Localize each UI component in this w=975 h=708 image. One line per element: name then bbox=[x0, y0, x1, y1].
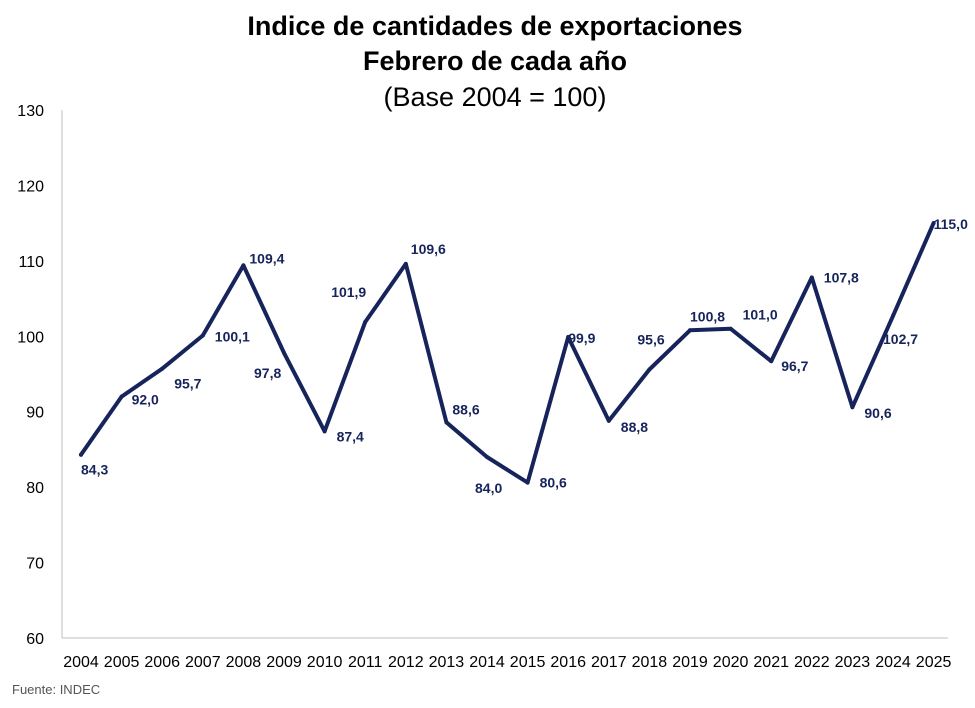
data-point bbox=[200, 333, 205, 338]
data-label: 84,3 bbox=[81, 462, 108, 478]
x-tick-label: 2008 bbox=[226, 654, 262, 671]
data-point bbox=[79, 452, 83, 457]
data-label: 101,0 bbox=[743, 307, 778, 323]
data-label: 101,9 bbox=[331, 284, 366, 300]
y-tick-label: 110 bbox=[18, 254, 44, 271]
data-label: 100,1 bbox=[215, 329, 250, 345]
x-tick-label: 2024 bbox=[875, 654, 911, 671]
data-point bbox=[282, 350, 286, 355]
data-point bbox=[566, 335, 571, 340]
x-tick-label: 2005 bbox=[104, 654, 140, 671]
data-label: 115,0 bbox=[934, 216, 968, 232]
data-point bbox=[809, 275, 814, 280]
data-point bbox=[485, 454, 489, 459]
y-tick-label: 120 bbox=[17, 178, 44, 195]
x-tick-label: 2025 bbox=[916, 654, 952, 671]
data-point bbox=[931, 221, 936, 226]
source-note: Fuente: INDEC bbox=[12, 682, 100, 697]
x-tick-label: 2017 bbox=[591, 654, 627, 671]
data-label: 88,6 bbox=[452, 401, 479, 417]
x-tick-labels: 2004 2005 2006 2007 2008 2009 2010 2011 2012 2013… bbox=[63, 654, 951, 671]
chart-subtitle: Febrero de cada año bbox=[363, 46, 627, 76]
chart-title: Indice de cantidades de exportaciones bbox=[247, 11, 742, 41]
y-tick-label: 100 bbox=[17, 329, 44, 346]
x-tick-label: 2011 bbox=[348, 654, 383, 671]
x-tick-label: 2014 bbox=[469, 654, 505, 671]
data-point bbox=[728, 326, 733, 331]
x-tick-label: 2013 bbox=[429, 654, 465, 671]
data-label: 92,0 bbox=[132, 392, 159, 408]
data-label: 90,6 bbox=[864, 405, 891, 421]
x-tick-label: 2004 bbox=[63, 654, 99, 671]
y-tick-label: 90 bbox=[26, 405, 44, 422]
data-label: 109,6 bbox=[411, 241, 446, 257]
data-point bbox=[525, 480, 530, 485]
x-tick-label: 2010 bbox=[307, 654, 343, 671]
data-label: 96,7 bbox=[781, 358, 808, 374]
y-tick-label: 130 bbox=[17, 103, 44, 120]
data-point bbox=[891, 313, 895, 318]
data-label: 84,0 bbox=[475, 480, 502, 496]
data-label: 100,8 bbox=[690, 308, 725, 324]
x-tick-label: 2015 bbox=[510, 654, 546, 671]
series-line bbox=[79, 221, 936, 485]
x-tick-label: 2009 bbox=[266, 654, 302, 671]
data-label: 80,6 bbox=[540, 475, 567, 491]
x-tick-label: 2012 bbox=[388, 654, 424, 671]
data-point bbox=[160, 366, 165, 371]
series-line-group bbox=[79, 221, 936, 485]
x-tick-label: 2023 bbox=[835, 654, 871, 671]
x-tick-label: 2006 bbox=[144, 654, 180, 671]
x-tick-label: 2016 bbox=[550, 654, 586, 671]
y-tick-label: 60 bbox=[26, 631, 44, 648]
data-point bbox=[444, 420, 449, 425]
data-point bbox=[769, 359, 774, 364]
x-tick-label: 2018 bbox=[632, 654, 668, 671]
data-point bbox=[322, 429, 327, 434]
data-label: 99,9 bbox=[568, 330, 595, 346]
data-point bbox=[850, 405, 855, 410]
y-tick-label: 80 bbox=[26, 480, 44, 497]
data-label: 97,8 bbox=[254, 365, 281, 381]
data-point bbox=[119, 394, 124, 399]
data-label: 95,6 bbox=[637, 331, 664, 347]
data-point bbox=[363, 319, 368, 324]
data-labels: 84,3 92,0 95,7 100,1 109,4 97,8 87,4 101,9 109,6… bbox=[81, 216, 968, 496]
data-label: 107,8 bbox=[824, 269, 859, 285]
data-label: 88,8 bbox=[621, 419, 648, 435]
y-tick-labels: 60 70 80 90 100 110 120 130 bbox=[17, 103, 44, 648]
data-label: 109,4 bbox=[249, 250, 284, 266]
data-point bbox=[647, 367, 652, 372]
data-point bbox=[688, 328, 692, 333]
x-tick-label: 2022 bbox=[794, 654, 830, 671]
y-tick-label: 70 bbox=[26, 556, 44, 573]
data-point bbox=[403, 261, 408, 266]
data-label: 95,7 bbox=[174, 376, 201, 392]
x-tick-label: 2021 bbox=[753, 654, 789, 671]
data-point bbox=[606, 418, 611, 423]
chart-base-note: (Base 2004 = 100) bbox=[384, 82, 607, 112]
data-point bbox=[241, 263, 246, 268]
x-tick-label: 2019 bbox=[672, 654, 708, 671]
data-label: 87,4 bbox=[337, 428, 364, 444]
x-tick-label: 2020 bbox=[713, 654, 749, 671]
x-tick-label: 2007 bbox=[185, 654, 221, 671]
data-label: 102,7 bbox=[883, 331, 918, 347]
